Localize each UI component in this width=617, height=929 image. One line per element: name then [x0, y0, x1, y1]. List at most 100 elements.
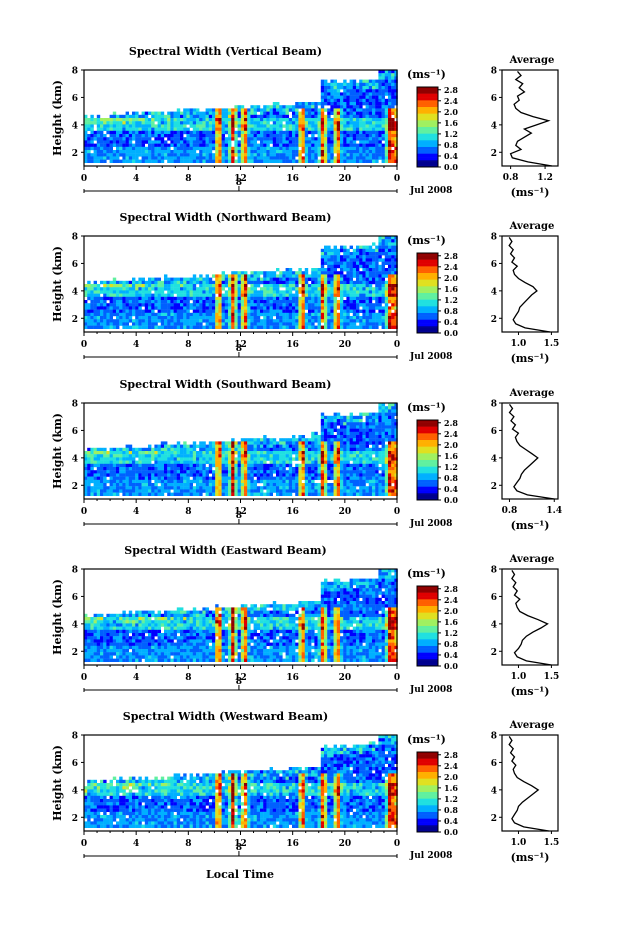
- colorbar-segment: [417, 290, 438, 292]
- colorbar-segment: [417, 626, 438, 628]
- colorbar-segment: [417, 291, 438, 294]
- colorbar-segment: [417, 812, 438, 814]
- colorbar-segment: [417, 810, 438, 813]
- colorbar-segment: [417, 450, 438, 453]
- colorbar-segment: [417, 148, 438, 150]
- x-tick-label: 20: [339, 839, 352, 849]
- colorbar-tick-label: 2.0: [444, 107, 458, 117]
- colorbar-segment: [417, 476, 438, 478]
- colorbar-segment: [417, 287, 438, 290]
- colorbar-segment: [417, 477, 438, 479]
- colorbar-segment: [417, 494, 438, 497]
- colorbar-tick-label: 1.2: [444, 462, 458, 472]
- date-axis: 8 Jul 2008: [83, 344, 452, 362]
- colorbar-segment: [417, 127, 438, 129]
- colorbar-segment: [417, 426, 438, 429]
- y-tick-label: 6: [72, 427, 78, 437]
- colorbar-segment: [417, 125, 438, 128]
- colorbar-tick-label: 0.8: [444, 805, 458, 815]
- colorbar-tick-label: 2.4: [444, 429, 458, 439]
- colorbar-segment: [417, 271, 438, 274]
- panel-title: Spectral Width (Eastward Beam): [124, 544, 326, 557]
- profile-y-tick-label: 4: [491, 121, 497, 131]
- date-axis: 8 Jul 2008: [83, 178, 452, 196]
- colorbar-tick-label: 2.4: [444, 96, 458, 106]
- colorbar-segment: [417, 294, 438, 296]
- colorbar-segment: [417, 309, 438, 311]
- colorbar-segment: [417, 262, 438, 264]
- profile-title: Average: [509, 554, 555, 565]
- colorbar-segment: [417, 317, 438, 319]
- colorbar-segment: [417, 421, 438, 423]
- panel-0: Spectral Width (Vertical Beam) Height (km…: [51, 45, 559, 199]
- panel-4: Spectral Width (Westward Beam) Height (km…: [51, 710, 559, 864]
- colorbar-segment: [417, 829, 438, 831]
- colorbar-segment: [417, 786, 438, 789]
- colorbar-segment: [417, 437, 438, 439]
- colorbar-segment: [417, 595, 438, 597]
- colorbar-segment: [417, 285, 438, 287]
- x-tick-label: 12: [234, 174, 247, 184]
- profile-line: [508, 736, 549, 832]
- colorbar-segment: [417, 614, 438, 616]
- colorbar-segment: [417, 446, 438, 449]
- colorbar-segment: [417, 139, 438, 141]
- heatmap: [84, 569, 398, 662]
- y-tick-label: 8: [72, 400, 78, 410]
- colorbar-segment: [417, 627, 438, 629]
- colorbar-tick-label: 1.2: [444, 628, 458, 638]
- colorbar-segment: [417, 282, 438, 284]
- y-tick-label: 4: [72, 121, 78, 131]
- colorbar-segment: [417, 319, 438, 322]
- colorbar: (ms⁻¹) 0.00.40.81.21.62.02.42.8: [407, 401, 458, 505]
- colorbar-segment: [417, 591, 438, 593]
- average-profile: Average 2 4 6 8 0.8 1.4 (ms⁻¹): [491, 388, 562, 532]
- colorbar-frame: [416, 252, 439, 334]
- profile-line: [508, 404, 555, 500]
- y-tick-label: 4: [72, 287, 78, 297]
- colorbar-segment: [417, 329, 438, 331]
- colorbar-segment: [417, 286, 438, 288]
- colorbar-segment: [417, 608, 438, 611]
- x-tick-label: 8: [185, 507, 191, 517]
- colorbar-segment: [417, 640, 438, 643]
- profile-x-tick-label: 1.0: [511, 339, 527, 349]
- colorbar-segment: [417, 611, 438, 613]
- colorbar-segment: [417, 466, 438, 469]
- colorbar-tick-label: 0.4: [444, 484, 458, 494]
- colorbar-segment: [417, 478, 438, 481]
- colorbar-segment: [417, 652, 438, 655]
- colorbar-segment: [417, 303, 438, 306]
- colorbar-tick-label: 0.8: [444, 639, 458, 649]
- x-tick-label: 16: [286, 839, 299, 849]
- x-tick-label: 16: [286, 340, 299, 350]
- colorbar-segment: [417, 461, 438, 463]
- colorbar-segment: [417, 438, 438, 441]
- profile-x-tick-label: 1.5: [544, 672, 560, 682]
- x-tick-label: 0: [394, 673, 400, 683]
- y-tick-label: 2: [72, 149, 78, 159]
- colorbar-segment: [417, 654, 438, 656]
- colorbar-segment: [417, 267, 438, 270]
- profile-y-tick-label: 4: [491, 454, 497, 464]
- colorbar-segment: [417, 651, 438, 653]
- colorbar-segment: [417, 777, 438, 779]
- colorbar-tick-label: 0.0: [444, 162, 458, 172]
- colorbar-segment: [417, 643, 438, 645]
- colorbar-segment: [417, 255, 438, 258]
- colorbar-segment: [417, 598, 438, 600]
- colorbar-segment: [417, 820, 438, 822]
- colorbar-segment: [417, 620, 438, 623]
- colorbar-segment: [417, 430, 438, 433]
- panel-title: Spectral Width (Westward Beam): [123, 710, 328, 723]
- colorbar-segment: [417, 801, 438, 803]
- date-tick-label: 8: [236, 344, 242, 354]
- colorbar-segment: [417, 116, 438, 118]
- profile-line: [508, 237, 551, 333]
- colorbar-segment: [417, 800, 438, 802]
- colorbar-segment: [417, 794, 438, 797]
- colorbar-segment: [417, 462, 438, 465]
- colorbar-segment: [417, 822, 438, 825]
- panel-1: Spectral Width (Northward Beam) Height (k…: [51, 211, 559, 365]
